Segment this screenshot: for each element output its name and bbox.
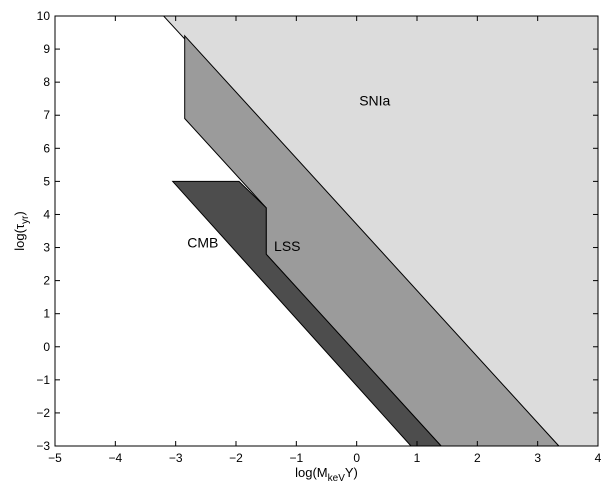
region-label-cmb: CMB — [187, 235, 218, 251]
y-tick-label: 1 — [43, 307, 50, 321]
y-tick-label: 7 — [43, 108, 50, 122]
y-tick-label: 2 — [43, 274, 50, 288]
y-axis-label-sub: yr — [20, 215, 31, 224]
plot-frame — [54, 15, 599, 447]
y-tick-label: −2 — [36, 406, 50, 420]
x-tick-label: −2 — [229, 451, 243, 465]
x-axis-label-main: log(M — [295, 465, 328, 480]
x-tick-label: −4 — [108, 451, 122, 465]
y-tick-label: −3 — [36, 439, 50, 453]
ticks — [54, 15, 599, 447]
x-axis-label-tail: Y) — [345, 465, 358, 480]
regions — [162, 16, 598, 446]
x-tick-label: 3 — [534, 451, 541, 465]
y-tick-label: 4 — [43, 207, 50, 221]
region-label-snia: SNIa — [359, 92, 390, 108]
x-tick-label: −5 — [48, 451, 62, 465]
x-tick-label: 2 — [474, 451, 481, 465]
x-axis-label-sub: keV — [328, 473, 346, 484]
y-axis-label-tail: ) — [12, 211, 27, 215]
y-tick-label: 10 — [37, 9, 51, 23]
x-tick-label: −3 — [169, 451, 183, 465]
x-tick-label: −1 — [289, 451, 303, 465]
y-tick-label: 8 — [43, 75, 50, 89]
x-tick-label: 1 — [414, 451, 421, 465]
y-tick-label: −1 — [36, 373, 50, 387]
y-axis-label: log(τyr) — [12, 211, 31, 251]
y-tick-label: 6 — [43, 141, 50, 155]
y-tick-label: 0 — [43, 340, 50, 354]
y-tick-label: 3 — [43, 241, 50, 255]
region-cmb — [171, 180, 442, 446]
tick-labels: −5 −4 −3 −2 −1 0 1 2 3 4 −3 −2 −1 0 1 2 3 4 5 6 7 8 9 10 — [36, 9, 601, 465]
region-label-lss: LSS — [274, 238, 300, 254]
y-tick-label: 5 — [43, 174, 50, 188]
y-tick-label: 9 — [43, 42, 50, 56]
x-tick-label: 4 — [595, 451, 602, 465]
y-axis-label-main: log(τ — [12, 223, 27, 251]
region-labels: SNIa LSS CMB — [187, 92, 390, 254]
x-axis-label: log(MkeVY) — [295, 465, 358, 484]
x-tick-label: 0 — [353, 451, 360, 465]
